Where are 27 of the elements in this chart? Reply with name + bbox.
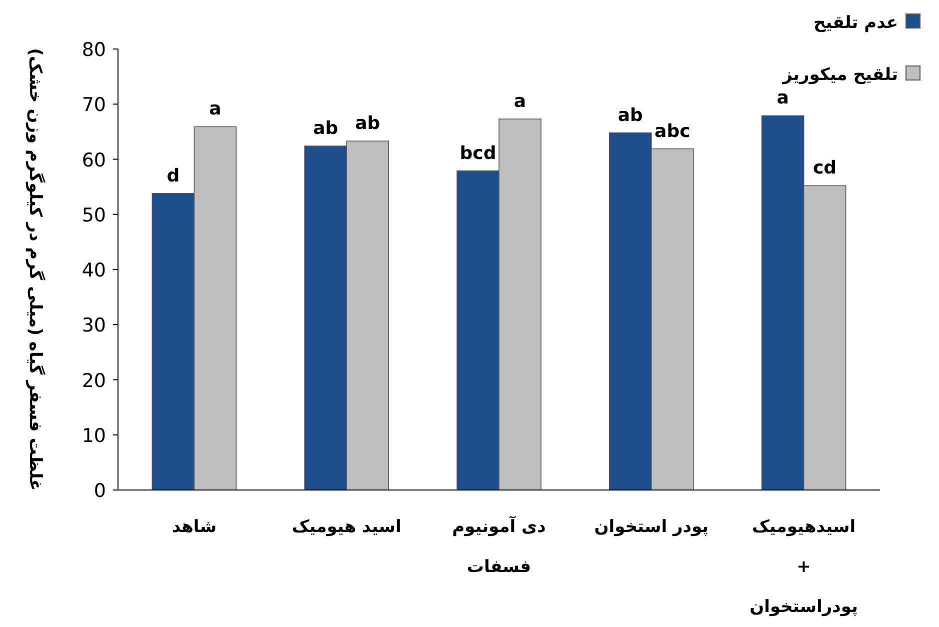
annotation: ab	[355, 113, 380, 134]
annotation: ab	[618, 104, 644, 126]
legend-label: تلقیح میکوریز	[782, 65, 898, 85]
x-tick-label: دی آمونیوم فسفات	[452, 515, 546, 577]
annotation: cd	[813, 158, 837, 179]
y-tick-label: 80	[82, 39, 106, 61]
y-tick-label: 50	[82, 204, 106, 226]
annotation: a	[776, 88, 789, 109]
y-tick-label: 70	[82, 94, 106, 116]
x-tick-label: اسید هیومیک	[292, 517, 402, 537]
y-tick-label: 20	[82, 370, 106, 392]
y-tick-label: 40	[82, 260, 106, 282]
x-tick-label: پودر استخوان	[594, 517, 708, 537]
x-tick-label: شاهد	[172, 517, 217, 537]
x-tick-label: اسیدهیومیک + پودراستخوان	[750, 517, 858, 617]
annotation: ab	[313, 118, 338, 140]
annotation: a	[514, 91, 526, 112]
y-tick-label: 60	[82, 149, 106, 172]
annotation: abc	[654, 120, 690, 142]
annotation: a	[209, 98, 222, 120]
y-axis-title: غلظت فسفر گیاه (میلی گرم در کیلوگرم وزن خشک)	[25, 48, 46, 491]
annotation: d	[166, 165, 180, 186]
y-tick-label: 10	[82, 424, 106, 447]
annotation: bcd	[460, 142, 496, 164]
y-tick-label: 30	[82, 314, 106, 337]
legend-label: عدم تلقیح	[813, 13, 898, 33]
y-tick-label: 0	[94, 480, 106, 502]
